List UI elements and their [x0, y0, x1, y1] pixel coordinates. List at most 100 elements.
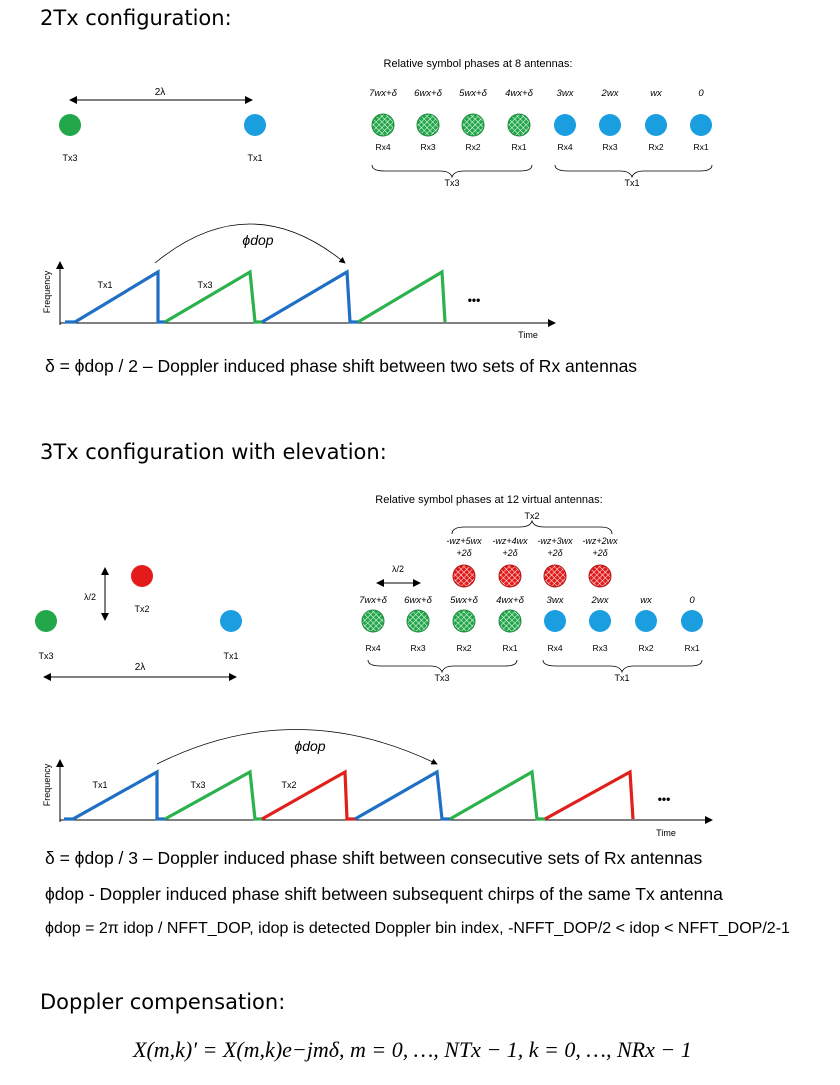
section-title-3tx: 3Tx configuration with elevation:: [40, 440, 387, 464]
d1-chirp-label-tx3: Tx3: [197, 280, 212, 290]
d1-time-label: Time: [518, 330, 538, 340]
d2-phase-4: 3wx: [547, 595, 565, 606]
eq-phidop-description: ϕdop - Doppler induced phase shift betwe…: [45, 884, 723, 904]
section-title-2tx: 2Tx configuration:: [40, 6, 232, 30]
d1-frequency-label: Frequency: [42, 270, 52, 313]
d2-phidop-arc: [156, 729, 438, 765]
d1-phase-0: 7wx+δ: [369, 88, 397, 99]
d2-antenna-7: [681, 610, 703, 632]
d2-time-label: Time: [656, 828, 676, 838]
d2-phase-6: wx: [640, 595, 653, 606]
d1-chirp-tx3-a: [164, 269, 262, 324]
d2-rx-1: Rx3: [410, 643, 425, 653]
d2-chirp-tx3-a: [164, 769, 262, 821]
d2-tx3-label: Tx3: [38, 651, 53, 661]
d2-phase-2: 5wx+δ: [450, 595, 478, 606]
d1-phase-1: 6wx+δ: [414, 88, 442, 99]
d1-antenna-5: [599, 114, 621, 136]
eq-delta3: δ = ϕdop / 3 – Doppler induced phase shi…: [45, 848, 703, 868]
d2-tx3-antenna: [35, 610, 57, 632]
d2-chirp-tx2-b: [544, 769, 635, 821]
d2-rx-4: Rx4: [547, 643, 562, 653]
tx1-label: Tx1: [247, 153, 262, 163]
d1-antenna-2: [461, 113, 485, 137]
d2-brace-tx3: [367, 659, 518, 674]
d2-phase-5: 2wx: [591, 595, 610, 606]
d2-rx-3: Rx1: [502, 643, 517, 653]
section-title-doppler: Doppler compensation:: [40, 990, 286, 1014]
eq-phidop-formula: ϕdop = 2π idop / NFFT_DOP, idop is detec…: [45, 920, 790, 937]
tx1-antenna: [244, 114, 266, 136]
d1-phidop-arc: [154, 223, 346, 264]
d2-tx2-antenna-1: [498, 564, 522, 588]
d2-group-tx1: Tx1: [614, 673, 629, 683]
d2-phase-labels: 7wx+δ 6wx+δ 5wx+δ 4wx+δ 3wx 2wx wx 0: [359, 595, 695, 606]
d2-half-lambda-left: λ/2: [84, 592, 96, 602]
d1-rx-7: Rx1: [693, 142, 708, 152]
d2-top-phase-1: -wz+4wx: [492, 536, 528, 546]
d1-chirp-tx1-b: [261, 269, 358, 324]
d1-phase-4: 3wx: [557, 88, 575, 99]
d1-antenna-1: [416, 113, 440, 137]
d2-top-delta-0: +2δ: [456, 548, 472, 558]
d1-antenna-4: [554, 114, 576, 136]
d1-phase-3: 4wx+δ: [505, 88, 533, 99]
d1-phase-5: 2wx: [601, 88, 620, 99]
d2-tx1-antenna: [220, 610, 242, 632]
d1-chirp-tx3-b: [357, 269, 447, 324]
compensation-formula: X(m,k)′ = X(m,k)e−jmδ, m = 0, …, NTx − 1…: [133, 1037, 692, 1062]
d1-antenna-7: [690, 114, 712, 136]
d2-phidop-label: ϕdop: [294, 738, 325, 754]
tx3-antenna: [59, 114, 81, 136]
d2-tx2-antenna-2: [543, 564, 567, 588]
d2-chirp-tx2-a: [261, 769, 355, 821]
d2-group-tx3: Tx3: [434, 673, 449, 683]
d2-antenna-row: [361, 609, 703, 633]
d2-top-phase-labels: -wz+5wx +2δ -wz+4wx +2δ -wz+3wx +2δ -wz+2wx +2δ: [446, 536, 618, 558]
d2-phase-3: 4wx+δ: [496, 595, 524, 606]
d1-brace-tx1: [554, 164, 713, 179]
d2-phase-1: 6wx+δ: [404, 595, 432, 606]
diagram-2tx: 2λ Tx3 Tx1 Relative symbol phases at 8 a…: [42, 58, 713, 340]
d2-antenna-6: [635, 610, 657, 632]
d1-rx-3: Rx1: [511, 142, 526, 152]
d2-ellipsis: •••: [658, 792, 671, 806]
d2-tx2-label: Tx2: [134, 604, 149, 614]
d1-phidop-label: ϕdop: [242, 232, 273, 248]
d2-distance-label: 2λ: [135, 662, 146, 673]
d2-rx-labels: Rx4 Rx3 Rx2 Rx1 Rx4 Rx3 Rx2 Rx1: [365, 643, 699, 653]
d2-tx2-antenna-3: [588, 564, 612, 588]
d2-top-group-label: Tx2: [524, 511, 539, 521]
d2-rx-5: Rx3: [592, 643, 607, 653]
d2-half-lambda-array: λ/2: [392, 564, 404, 574]
d2-top-phase-2: -wz+3wx: [537, 536, 573, 546]
d1-chirp-tx1-a: [65, 269, 165, 324]
tx3-label: Tx3: [62, 153, 77, 163]
d2-frequency-label: Frequency: [42, 763, 52, 806]
d1-ellipsis: •••: [468, 293, 481, 307]
distance-label: 2λ: [155, 87, 166, 98]
d2-top-delta-1: +2δ: [502, 548, 518, 558]
d1-antenna-6: [645, 114, 667, 136]
d1-brace-tx3: [371, 164, 533, 179]
d2-top-delta-3: +2δ: [592, 548, 608, 558]
d2-top-brace: [451, 519, 613, 535]
d1-phase-7: 0: [698, 88, 704, 99]
diagram-3tx: λ/2 Tx2 Tx3 Tx1 2λ Relative symbol phase…: [35, 494, 713, 838]
d1-antenna-row: [371, 113, 712, 137]
d2-tx2-antenna-0: [452, 564, 476, 588]
d1-rx-6: Rx2: [648, 142, 663, 152]
d2-tx2-antenna: [131, 565, 153, 587]
d1-phase-2: 5wx+δ: [459, 88, 487, 99]
d2-chirp-tx3-b: [449, 769, 545, 821]
d1-rx-labels: Rx4 Rx3 Rx2 Rx1 Rx4 Rx3 Rx2 Rx1: [375, 142, 708, 152]
d1-group-tx3: Tx3: [444, 178, 459, 188]
d2-top-phase-0: -wz+5wx: [446, 536, 482, 546]
d2-phase-0: 7wx+δ: [359, 595, 387, 606]
d2-tx2-antenna-row: [452, 564, 612, 588]
d2-antenna-4: [544, 610, 566, 632]
d1-antenna-3: [507, 113, 531, 137]
d2-rx-2: Rx2: [456, 643, 471, 653]
d2-antenna-3: [498, 609, 522, 633]
d1-rx-2: Rx2: [465, 142, 480, 152]
